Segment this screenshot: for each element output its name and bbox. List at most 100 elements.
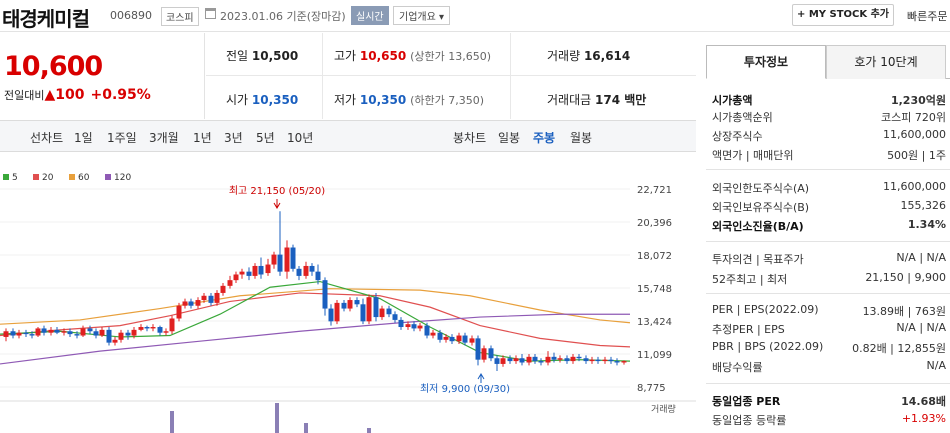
period-3y[interactable]: 3년 [224,131,243,145]
volume-bars [170,403,371,433]
stock-chart[interactable]: 5 20 60 120 22,721 20,396 18,072 15,748 13,424 1… [0,153,696,433]
candle [87,328,93,332]
candles [3,211,627,372]
candle [405,324,411,328]
info-label: PBR | BPS (2022.09) [712,340,824,353]
realtime-button[interactable]: 실시간 [351,6,389,25]
ma60-line [0,288,631,325]
candle [246,271,252,276]
prev-close: 전일 10,500 [226,49,299,63]
legend-label: 60 [78,173,90,183]
candle [347,300,353,309]
info-value: 1.34% [907,218,946,231]
add-mystock-button[interactable]: + MY STOCK 추가 [792,4,894,26]
info-label: 외국인한도주식수(A) [712,182,810,195]
candle [214,292,220,303]
change-percent: +0.95% [90,87,151,103]
info-label: 52주최고 | 최저 [712,273,788,286]
divider [206,75,696,76]
period-10y[interactable]: 10년 [287,131,314,145]
info-value: N/A | N/A [896,251,946,264]
candle [265,264,271,274]
candle-daily[interactable]: 일봉 [498,131,521,145]
candle [208,295,214,303]
candle [220,285,226,293]
legend-swatch [3,174,9,180]
y-axis: 22,721 20,396 18,072 15,748 13,424 11,099 8,77… [0,185,696,402]
divider [322,33,323,119]
candle [557,358,563,360]
period-1y[interactable]: 1년 [193,131,212,145]
candle [608,359,614,362]
candle [61,331,67,333]
candle-chart-label: 봉차트 [453,131,487,145]
candle [576,356,582,359]
candle [176,305,182,319]
candle [3,331,9,337]
info-value: +1.93% [901,412,946,425]
divider [510,33,511,119]
info-label: PER | EPS(2022.09) [712,303,819,316]
info-label: 시가총액순위 [712,111,773,124]
candle [430,332,436,336]
candle [551,356,557,360]
candle-weekly[interactable]: 주봉 [533,131,556,145]
candle [284,247,290,272]
candle [481,348,487,360]
legend-label: 20 [42,173,54,183]
candle [315,271,321,281]
info-label: 액면가 | 매매단위 [712,149,794,162]
period-1w[interactable]: 1주일 [107,131,137,145]
stock-header: 태경케미컬 006890 코스피 2023.01.06 기준(장마감) 실시간 … [0,0,950,32]
quick-order-link[interactable]: 빠른주문 [907,10,948,23]
candle-monthly[interactable]: 월봉 [570,131,593,145]
candle [195,300,201,306]
candle [449,336,455,342]
tab-orderbook[interactable]: 호가 10단계 [826,45,946,79]
max-annotation: 최고 21,150 (05/20) [229,185,325,197]
volume-bar [275,403,279,433]
candle [328,308,334,322]
min-annotation: 최저 9,900 (09/30) [420,383,510,395]
info-value: N/A [926,359,946,372]
candle [99,329,105,336]
candle [513,358,519,362]
candle [456,335,462,342]
period-1d[interactable]: 1일 [74,131,93,145]
candle [106,329,112,343]
period-5y[interactable]: 5년 [256,131,275,145]
info-value: 코스피 720위 [881,111,946,124]
info-value: 1,230억원 [890,94,946,107]
stock-name: 태경케미컬 [2,7,90,31]
info-tabs: 투자정보 호가 10단계 [706,45,950,79]
legend-swatch [105,174,111,180]
info-value: 11,600,000 [883,128,946,141]
volume-bar [367,428,371,433]
info-label: 시가총액 [712,94,753,107]
calendar-icon [205,8,216,19]
period-bar: 선차트 1일 1주일 3개월 1년 3년 5년 10년 봉차트 일봉 주봉 월봉 [0,120,696,152]
corp-info-dropdown[interactable]: 기업개요 ▾ [393,6,450,25]
current-price-box: 10,600 전일대비▲100 +0.95% [0,33,205,119]
y-tick-label: 20,396 [637,218,672,229]
candle [379,308,385,318]
current-price: 10,600 [4,51,103,82]
info-label: 상장주식수 [712,130,763,143]
change-label: 전일대비 [4,89,45,102]
candle [500,358,506,364]
candle [417,325,423,329]
candle [526,356,532,363]
info-label: 추정PER | EPS [712,323,785,336]
candle [469,338,475,343]
market-badge: 코스피 [161,7,199,26]
candle [507,358,513,362]
candle [488,348,494,359]
candle [163,331,169,333]
y-tick-label: 18,072 [637,251,672,262]
period-3m[interactable]: 3개월 [149,131,179,145]
ma-legend: 5 20 60 120 [3,173,131,183]
info-label: 투자의견 | 목표주가 [712,253,804,266]
tab-investment-info[interactable]: 투자정보 [706,45,826,79]
candle [290,247,296,269]
